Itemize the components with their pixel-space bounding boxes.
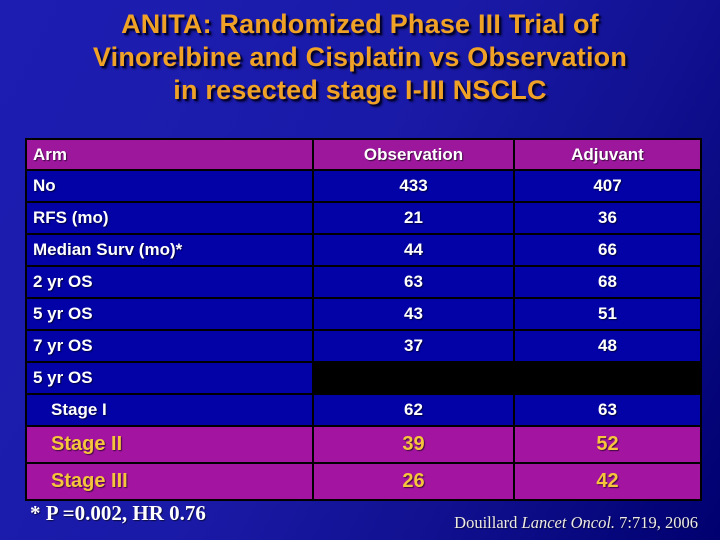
slide-title-line-3: in resected stage I-III NSCLC [173, 75, 547, 105]
table-row: Stage II 39 52 [27, 427, 700, 464]
observation-value-cell: 39 [312, 427, 513, 462]
observation-value-cell: 433 [312, 171, 513, 201]
slide-title: ANITA: Randomized Phase III Trial of Vin… [0, 8, 720, 107]
observation-value-cell: 63 [312, 267, 513, 297]
pvalue-footnote: * P =0.002, HR 0.76 [30, 501, 206, 525]
row-label-cell: 5 yr OS [27, 363, 312, 393]
adjuvant-value-cell: 68 [513, 267, 700, 297]
citation: Douillard Lancet Oncol. 7:719, 2006 [454, 513, 698, 533]
adjuvant-value-cell: 48 [513, 331, 700, 361]
adjuvant-value-cell: 52 [513, 427, 700, 462]
observation-value-cell: 43 [312, 299, 513, 329]
row-label-cell: Median Surv (mo)* [27, 235, 312, 265]
header-adjuvant: Adjuvant [513, 140, 700, 169]
adjuvant-value-cell: 42 [513, 464, 700, 499]
observation-value-cell-redacted [312, 363, 513, 393]
table-row: Median Surv (mo)* 44 66 [27, 235, 700, 267]
adjuvant-value-cell: 36 [513, 203, 700, 233]
table-row: 5 yr OS 43 51 [27, 299, 700, 331]
table-row-redacted: 5 yr OS [27, 363, 700, 395]
header-observation: Observation [312, 140, 513, 169]
row-label-cell: 7 yr OS [27, 331, 312, 361]
citation-journal: Lancet Oncol. [521, 513, 616, 532]
adjuvant-value-cell: 51 [513, 299, 700, 329]
citation-reference: 7:719, 2006 [615, 513, 698, 532]
results-table: Arm Observation Adjuvant No 433 407 RFS … [25, 138, 702, 501]
row-label-cell: 2 yr OS [27, 267, 312, 297]
table-row: No 433 407 [27, 171, 700, 203]
table-header-row: Arm Observation Adjuvant [27, 140, 700, 171]
adjuvant-value-cell: 407 [513, 171, 700, 201]
row-label-cell: 5 yr OS [27, 299, 312, 329]
slide-title-line-1: ANITA: Randomized Phase III Trial of [121, 9, 599, 39]
slide-title-line-2: Vinorelbine and Cisplatin vs Observation [92, 42, 628, 72]
adjuvant-value-cell: 66 [513, 235, 700, 265]
row-label-cell: Stage III [27, 464, 312, 499]
observation-value-cell: 37 [312, 331, 513, 361]
table-row: Stage I 62 63 [27, 395, 700, 427]
observation-value-cell: 26 [312, 464, 513, 499]
adjuvant-value-cell-redacted [513, 363, 700, 393]
table-row: Stage III 26 42 [27, 464, 700, 499]
citation-author: Douillard [454, 513, 522, 532]
observation-value-cell: 44 [312, 235, 513, 265]
row-label-cell: Stage I [27, 395, 312, 425]
row-label-cell: Stage II [27, 427, 312, 462]
table-row: 2 yr OS 63 68 [27, 267, 700, 299]
adjuvant-value-cell: 63 [513, 395, 700, 425]
observation-value-cell: 21 [312, 203, 513, 233]
row-label-cell: No [27, 171, 312, 201]
table-row: RFS (mo) 21 36 [27, 203, 700, 235]
header-arm: Arm [27, 140, 312, 169]
table-row: 7 yr OS 37 48 [27, 331, 700, 363]
row-label-cell: RFS (mo) [27, 203, 312, 233]
observation-value-cell: 62 [312, 395, 513, 425]
